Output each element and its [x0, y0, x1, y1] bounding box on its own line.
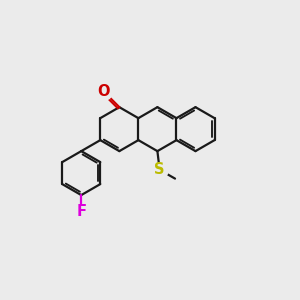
Text: O: O [98, 84, 110, 99]
Text: F: F [76, 204, 86, 219]
Text: S: S [154, 162, 165, 177]
